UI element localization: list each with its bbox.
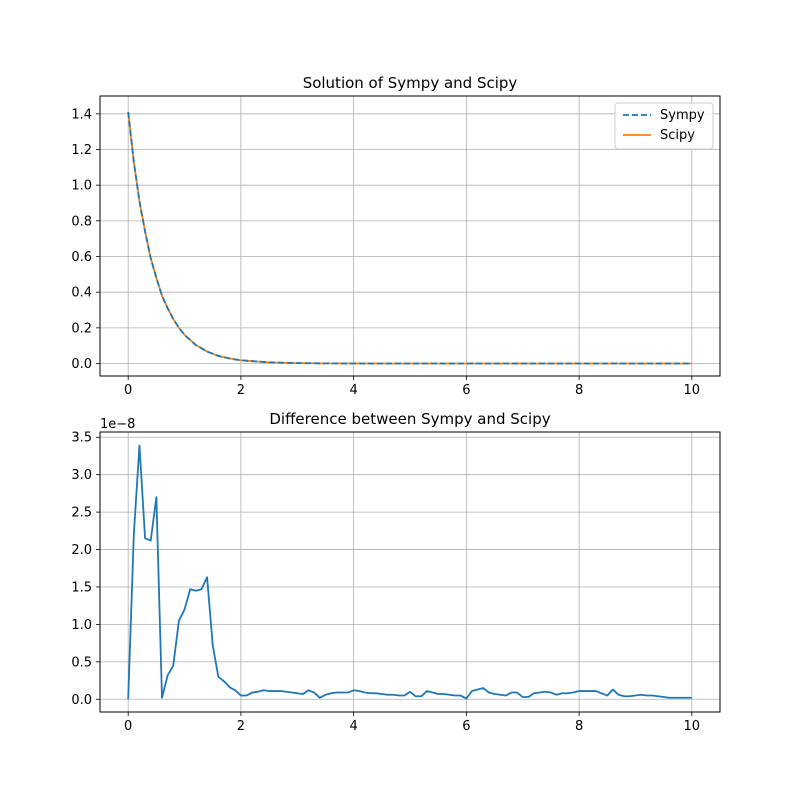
solution-x-tick-label: 10 bbox=[684, 383, 701, 398]
solution-plot-title: Solution of Sympy and Scipy bbox=[303, 74, 518, 92]
difference-y-tick-label: 2.0 bbox=[71, 543, 92, 558]
difference-y-tick-label: 0.0 bbox=[71, 693, 92, 708]
solution-plot-frame bbox=[99, 95, 721, 377]
difference-y-tick-label: 3.0 bbox=[71, 468, 92, 483]
legend-box bbox=[614, 102, 714, 150]
difference-y-tick-label: 3.5 bbox=[71, 431, 92, 446]
solution-plot: Solution of Sympy and Scipy 0 2 4 6 8 10 0.0 0.… bbox=[71, 74, 721, 398]
solution-plot-lines bbox=[127, 111, 692, 365]
difference-plot-offset-label: 1e−8 bbox=[100, 417, 135, 432]
solution-x-tick-label: 6 bbox=[462, 383, 470, 398]
legend-label-sympy: Sympy bbox=[660, 108, 705, 123]
solution-plot-ticks: 0 2 4 6 8 10 0.0 0.2 0.4 0.6 0.8 1.0 1.2 1.4 bbox=[71, 107, 700, 398]
difference-x-tick-label: 2 bbox=[237, 719, 245, 734]
solution-y-tick-label: 1.2 bbox=[71, 143, 92, 158]
difference-plot-grid bbox=[100, 432, 720, 712]
legend-label-scipy: Scipy bbox=[660, 128, 695, 143]
difference-y-tick-label: 1.0 bbox=[71, 618, 92, 633]
solution-y-tick-label: 0.2 bbox=[71, 321, 92, 336]
difference-plot: Difference between Sympy and Scipy 1e−8 … bbox=[71, 410, 721, 734]
solution-y-tick-label: 1.0 bbox=[71, 179, 92, 194]
difference-x-tick-label: 10 bbox=[684, 719, 701, 734]
solution-y-tick-label: 0.4 bbox=[71, 286, 92, 301]
difference-plot-title: Difference between Sympy and Scipy bbox=[269, 410, 550, 428]
solution-x-tick-label: 2 bbox=[237, 383, 245, 398]
solution-y-tick-label: 0.8 bbox=[71, 214, 92, 229]
difference-y-tick-label: 2.5 bbox=[71, 506, 92, 521]
difference-series-line bbox=[127, 444, 692, 700]
difference-x-tick-label: 6 bbox=[462, 719, 470, 734]
solution-y-tick-label: 1.4 bbox=[71, 107, 92, 122]
difference-plot-frame bbox=[99, 431, 721, 713]
solution-series-line-sympy bbox=[127, 111, 692, 365]
difference-x-tick-label: 0 bbox=[124, 719, 132, 734]
difference-plot-ticks: 0 2 4 6 8 10 0.0 0.5 1.0 1.5 2.0 2.5 3.0 3.5 bbox=[71, 431, 700, 734]
solution-x-tick-label: 8 bbox=[575, 383, 583, 398]
legend: Sympy Scipy bbox=[614, 102, 714, 150]
solution-x-tick-label: 4 bbox=[349, 383, 357, 398]
difference-x-tick-label: 4 bbox=[349, 719, 357, 734]
difference-y-tick-label: 0.5 bbox=[71, 655, 92, 670]
difference-y-tick-label: 1.5 bbox=[71, 580, 92, 595]
difference-plot-lines bbox=[127, 444, 692, 700]
solution-x-tick-label: 0 bbox=[124, 383, 132, 398]
solution-y-tick-label: 0.0 bbox=[71, 357, 92, 372]
difference-x-tick-label: 8 bbox=[575, 719, 583, 734]
solution-y-tick-label: 0.6 bbox=[71, 250, 92, 265]
